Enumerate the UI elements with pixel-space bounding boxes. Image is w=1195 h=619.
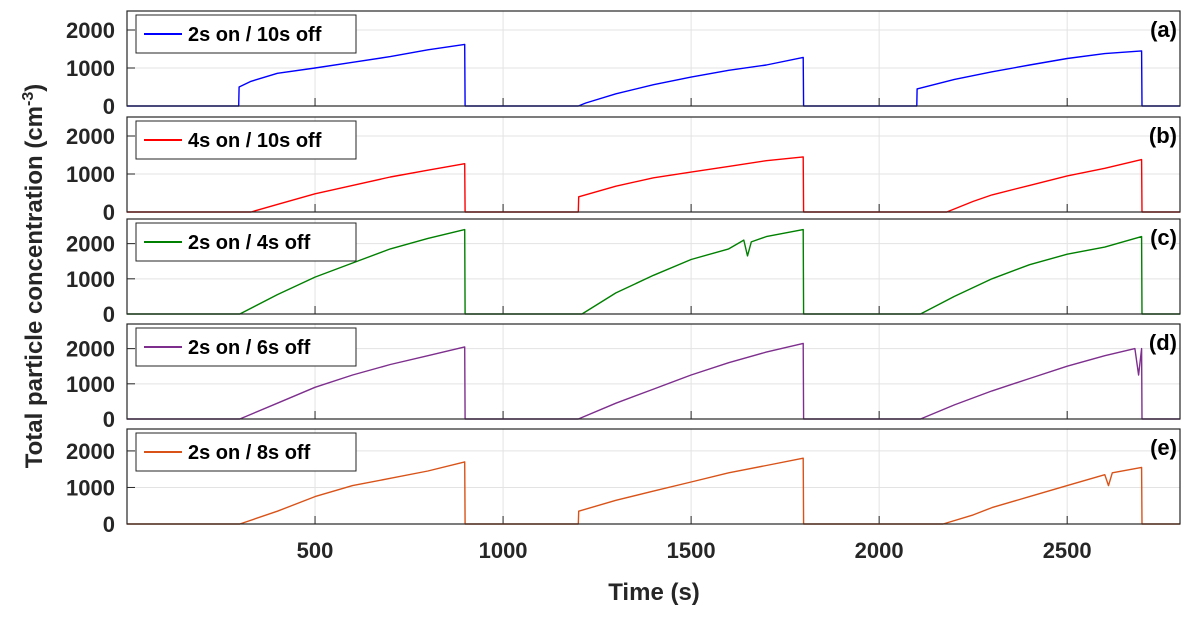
- y-tick-label: 2000: [66, 439, 115, 464]
- y-tick-label: 2000: [66, 337, 115, 362]
- panel-0: 0 1000 2000 2s on / 10s off (a): [66, 10, 1181, 119]
- legend-label: 4s on / 10s off: [188, 130, 322, 152]
- y-tick-label: 0: [103, 94, 115, 119]
- panel-tag: (b): [1149, 123, 1177, 148]
- panel-2: 0 1000 2000 2s on / 4s off (c): [66, 218, 1181, 327]
- x-tick-label: 1000: [479, 538, 528, 563]
- y-tick-label: 1000: [66, 162, 115, 187]
- panel-tag: (d): [1149, 330, 1177, 355]
- y-axis-title: Total particle concentration (cm-3): [20, 84, 48, 469]
- x-axis-title: Time (s): [608, 579, 700, 606]
- x-tick-label: 2000: [855, 538, 904, 563]
- y-tick-label: 0: [103, 302, 115, 327]
- x-tick-label: 1500: [667, 538, 716, 563]
- y-tick-label: 0: [103, 512, 115, 537]
- y-tick-label: 1000: [66, 372, 115, 397]
- panel-tag: (e): [1150, 435, 1177, 460]
- x-tick-label: 2500: [1043, 538, 1092, 563]
- panel-1: 0 1000 2000 4s on / 10s off (b): [66, 116, 1181, 225]
- series-line: [127, 342, 1180, 420]
- y-tick-label: 0: [103, 407, 115, 432]
- y-tick-label: 2000: [66, 232, 115, 257]
- legend-label: 2s on / 10s off: [188, 24, 322, 46]
- panels: 0 1000 2000 2s on / 10s off (a) 0 1000 2000 4s o…: [66, 10, 1181, 537]
- y-axis-title-main: Total particle concentration (cm: [21, 106, 48, 468]
- axes-box: [126, 323, 1181, 420]
- series-line: [127, 156, 1180, 213]
- series-line: [127, 43, 1180, 107]
- legend-label: 2s on / 4s off: [188, 232, 311, 254]
- y-tick-label: 1000: [66, 475, 115, 500]
- panel-tag: (a): [1150, 17, 1177, 42]
- axes-box: [126, 218, 1181, 315]
- axes-box: [126, 428, 1181, 525]
- y-tick-label: 2000: [66, 124, 115, 149]
- y-axis-title-close: ): [21, 84, 48, 92]
- x-tick-label: 500: [297, 538, 334, 563]
- y-tick-label: 2000: [66, 18, 115, 43]
- y-tick-label: 1000: [66, 56, 115, 81]
- series-line: [127, 457, 1180, 525]
- axes-box: [126, 116, 1181, 213]
- y-tick-label: 0: [103, 200, 115, 225]
- y-axis-title-superscript: -3: [20, 92, 37, 106]
- x-axis-ticks: 500 1000 1500 2000 2500: [297, 538, 1092, 563]
- legend-label: 2s on / 8s off: [188, 442, 311, 464]
- panel-3: 0 1000 2000 2s on / 6s off (d): [66, 323, 1181, 432]
- axes-box: [126, 10, 1181, 107]
- y-tick-label: 1000: [66, 267, 115, 292]
- panel-tag: (c): [1150, 225, 1177, 250]
- panel-4: 0 1000 2000 2s on / 8s off (e): [66, 428, 1181, 537]
- legend-label: 2s on / 6s off: [188, 337, 311, 359]
- series-line: [127, 228, 1180, 315]
